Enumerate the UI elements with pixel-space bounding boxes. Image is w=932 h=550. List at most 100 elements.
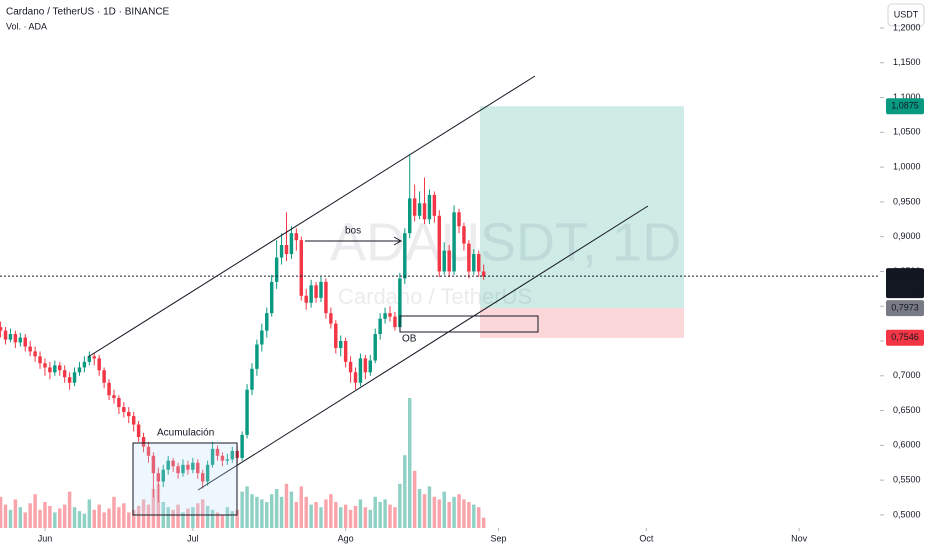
candle-body: [225, 459, 230, 461]
volume-bar: [289, 491, 294, 528]
volume-bar: [235, 509, 239, 528]
y-tick-label: 0,6500: [893, 405, 921, 415]
candle-body: [8, 334, 13, 340]
volume-bar: [348, 509, 353, 528]
candle-body: [353, 372, 358, 383]
volume-title: Vol. · ADA: [6, 21, 47, 31]
candle-body: [23, 337, 27, 347]
volume-bar: [176, 504, 180, 528]
candle-body: [245, 389, 249, 435]
candle-body: [250, 368, 254, 390]
volume-bar: [58, 508, 62, 528]
candle-body: [28, 346, 32, 352]
volume-bar: [186, 508, 190, 528]
volume-bar: [378, 502, 382, 528]
volume-bar: [102, 512, 106, 528]
candle-body: [58, 365, 62, 371]
candle-body: [343, 341, 348, 362]
volume-bar: [127, 512, 131, 528]
candle-body: [171, 460, 175, 467]
candle-body: [324, 281, 328, 314]
candle-body: [432, 194, 437, 216]
candle-body: [77, 367, 82, 373]
candle-body: [181, 464, 185, 474]
y-tick-label: 0,9500: [893, 196, 921, 206]
volume-bar: [260, 499, 264, 528]
candle-body: [112, 395, 116, 399]
volume-bar: [13, 499, 18, 528]
volume-bar: [427, 486, 432, 528]
volume-bar: [62, 504, 67, 528]
candle-body: [442, 250, 446, 272]
candle-body: [477, 254, 481, 272]
accumulation-box: [132, 442, 238, 516]
candle-body: [156, 473, 161, 482]
x-tick-label: Sep: [490, 533, 506, 543]
candle-body: [274, 257, 279, 282]
volume-bar: [117, 507, 121, 528]
volume-bar: [393, 507, 397, 528]
candle-body: [87, 356, 92, 362]
volume-bar: [452, 496, 456, 528]
volume-bar: [368, 509, 373, 528]
candle-body: [472, 254, 476, 272]
candle-body: [220, 455, 225, 461]
candle-body: [3, 330, 8, 340]
countdown-label: 22:23:05: [887, 284, 922, 294]
annotation-bos: bos: [345, 226, 361, 237]
volume-bar: [220, 515, 225, 528]
candle-body: [215, 448, 220, 456]
volume-bar: [28, 503, 32, 528]
stop-tag: [886, 329, 924, 346]
volume-bar: [255, 496, 259, 528]
volume-bar: [274, 489, 279, 528]
y-tick-label: 0,6000: [893, 440, 921, 450]
volume-bar: [171, 509, 175, 528]
candle-body: [378, 318, 382, 335]
entry-label: 0,7973: [891, 302, 919, 312]
candle-body: [309, 285, 313, 303]
target-zone: [480, 106, 684, 309]
currency-label[interactable]: USDT: [894, 9, 919, 19]
candle-body: [176, 466, 180, 474]
currency-button[interactable]: [887, 3, 925, 27]
y-tick-label: 1,0000: [893, 161, 921, 171]
candle-body: [191, 462, 195, 470]
candle-body: [314, 285, 318, 298]
candle-body: [299, 240, 304, 296]
candle-body: [255, 344, 259, 369]
candle-body: [304, 295, 308, 303]
candle-body: [92, 356, 96, 359]
volume-bar: [294, 502, 299, 528]
volume-bar: [122, 503, 126, 528]
volume-bar: [265, 502, 269, 528]
volume-bar: [0, 496, 3, 528]
y-tick-label: 1,1000: [893, 92, 921, 102]
candle-body: [279, 245, 284, 258]
candle-body: [403, 233, 407, 279]
volume-bar: [181, 512, 185, 528]
volume-bar: [8, 509, 13, 528]
volume-bar: [299, 486, 304, 528]
y-tick-label: 0,5000: [893, 509, 921, 519]
y-tick-label: 0,9000: [893, 231, 921, 241]
candle-body: [146, 446, 151, 456]
volume-bar: [477, 507, 481, 528]
candle-body: [117, 398, 121, 408]
volume-bar: [319, 507, 323, 528]
watermark-name: Cardano / TetherUS: [338, 284, 532, 309]
stop-label: 0,7546: [891, 332, 919, 342]
volume-bar: [407, 398, 412, 528]
candle-body: [48, 367, 52, 373]
candle-body: [348, 361, 353, 373]
x-tick-label: Oct: [639, 533, 654, 543]
volume-bar: [462, 499, 466, 528]
candle-body: [67, 377, 72, 383]
volume-bar: [23, 512, 27, 528]
volume-bar: [324, 499, 328, 528]
candle-body: [196, 462, 200, 474]
candle-body: [186, 464, 190, 470]
candle-body: [205, 464, 210, 482]
volume-bar: [215, 512, 220, 528]
candle-body: [269, 281, 274, 314]
